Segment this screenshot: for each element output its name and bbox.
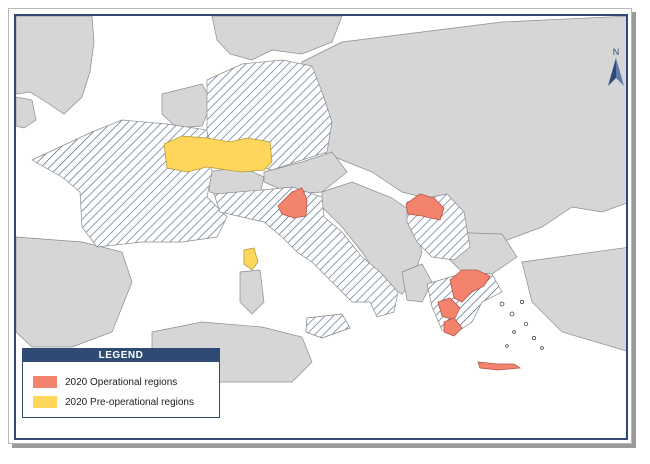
uk-region — [16, 16, 95, 115]
turkey-region — [521, 247, 626, 352]
albania-region — [401, 263, 433, 303]
north-arrow-icon: N — [608, 47, 624, 86]
iberia-region — [16, 236, 133, 348]
operational-crete — [477, 361, 522, 371]
legend-swatch-preoperational — [33, 396, 57, 408]
legend-swatch-operational — [33, 376, 57, 388]
legend-box: LEGEND 2020 Operational regions 2020 Pre… — [22, 348, 220, 418]
operational-peloponnese — [443, 317, 463, 337]
operational-serbia — [405, 193, 445, 221]
operational-regions — [277, 187, 522, 371]
legend-label-preoperational: 2020 Pre-operational regions — [65, 396, 194, 408]
scandinavia-region — [211, 16, 343, 61]
sardinia-region — [239, 269, 265, 315]
pre-operational-central-france — [163, 135, 273, 173]
italy-hatched — [213, 186, 399, 318]
operational-western-greece — [437, 297, 461, 321]
legend-item-preoperational: 2020 Pre-operational regions — [33, 395, 194, 409]
benelux-region — [161, 83, 213, 129]
operational-emilia — [277, 187, 308, 219]
legend-title: LEGEND — [23, 349, 219, 362]
ireland-region — [16, 96, 37, 129]
austria-region — [263, 151, 348, 195]
pre-operational-regions — [163, 135, 273, 271]
legend-label-operational: 2020 Operational regions — [65, 376, 178, 388]
north-label: N — [613, 47, 620, 57]
sicily-hatched — [305, 313, 351, 339]
legend-item-operational: 2020 Operational regions — [33, 375, 177, 389]
aegean-islands — [499, 300, 544, 350]
operational-macedonia-greece — [449, 269, 491, 303]
pre-operational-corsica — [243, 247, 259, 271]
